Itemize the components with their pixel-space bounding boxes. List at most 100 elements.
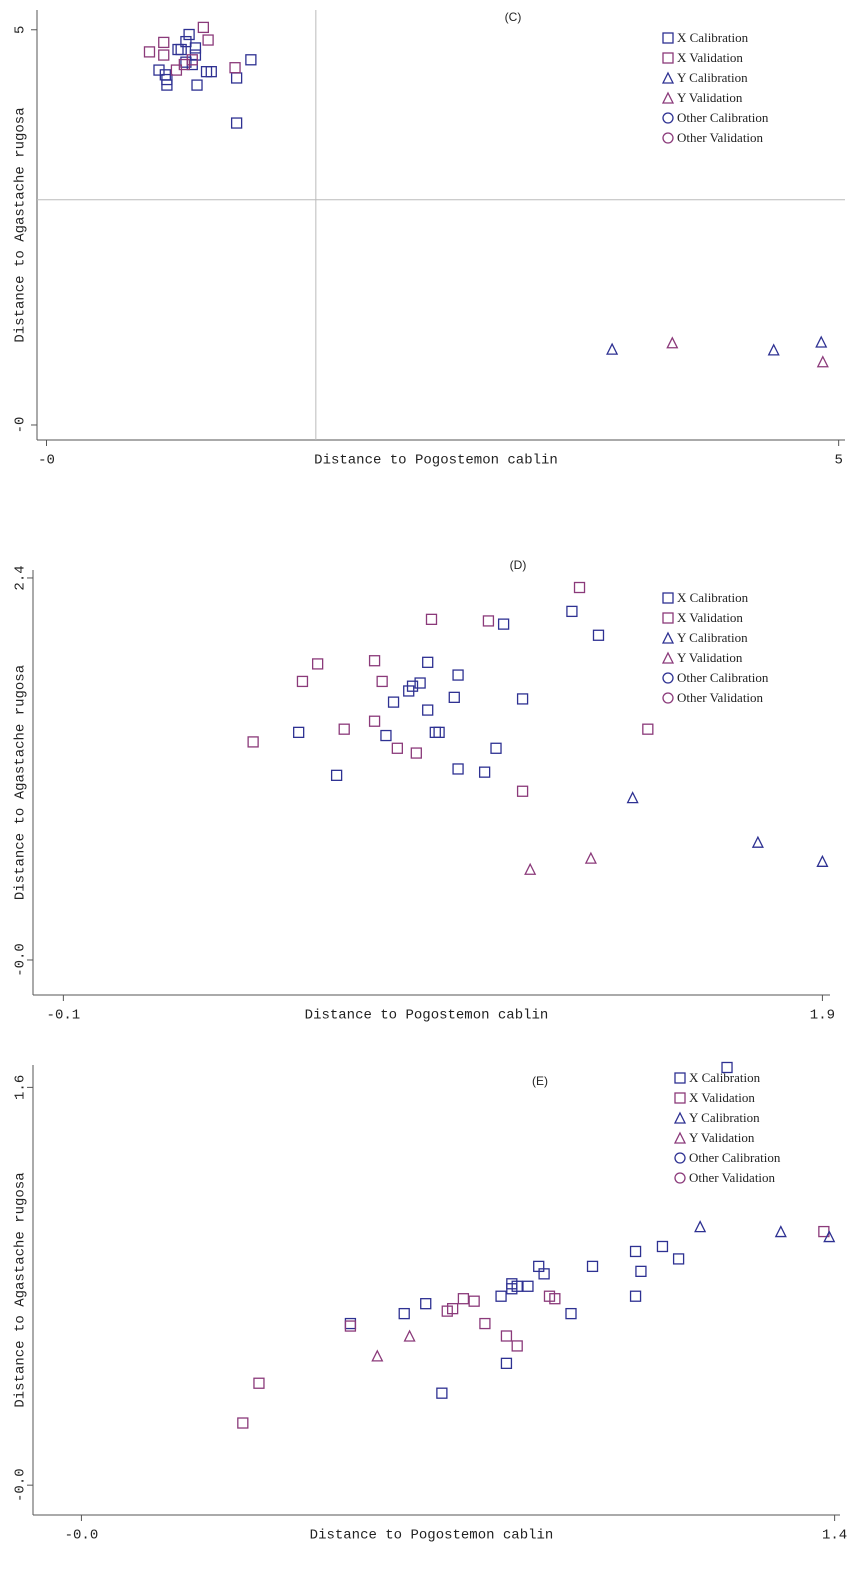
- point: [410, 747, 422, 759]
- point: [398, 1307, 410, 1320]
- point: [656, 1240, 669, 1253]
- point: [565, 1307, 577, 1320]
- point: [391, 742, 403, 754]
- y-axis-label: Distance to Agastache rugosa: [13, 665, 29, 900]
- point: [191, 79, 203, 91]
- y-tick-label: -0.0: [13, 1468, 29, 1502]
- legend-symbol: [674, 1092, 686, 1104]
- point: [549, 1293, 561, 1305]
- point: [751, 835, 764, 848]
- point: [774, 1225, 787, 1238]
- x-tick-label: 1.9: [810, 1008, 835, 1024]
- point: [311, 658, 324, 670]
- point: [330, 769, 343, 781]
- point: [482, 615, 495, 627]
- legend-label: Y Calibration: [677, 630, 748, 645]
- point: [511, 1340, 523, 1352]
- legend-label: Y Validation: [677, 90, 743, 105]
- legend-label: Other Calibration: [677, 670, 769, 685]
- y-axis-label: Distance to Agastache rugosa: [13, 107, 29, 342]
- legend-label: Other Validation: [677, 690, 764, 705]
- chart-title: (C): [505, 10, 522, 24]
- y-axis-label: Distance to Agastache rugosa: [13, 1172, 29, 1407]
- legend-label: Y Calibration: [689, 1110, 760, 1125]
- legend-label: Other Calibration: [677, 110, 769, 125]
- point: [522, 1280, 534, 1292]
- point: [414, 677, 426, 689]
- y-tick-label: 2.4: [13, 565, 29, 590]
- point: [296, 675, 309, 688]
- point: [566, 605, 578, 618]
- legend-label: X Validation: [677, 610, 743, 625]
- x-axis-label: Distance to Pogostemon cablin: [314, 453, 558, 469]
- legend-label: X Calibration: [677, 30, 749, 45]
- legend-symbol: [662, 132, 674, 144]
- point: [721, 1061, 733, 1074]
- point: [478, 766, 491, 778]
- point: [666, 336, 679, 349]
- point: [538, 1268, 550, 1280]
- point: [422, 704, 434, 716]
- point: [189, 42, 202, 54]
- point: [642, 723, 654, 735]
- chart-title: (D): [510, 558, 527, 572]
- point: [344, 1317, 357, 1330]
- y-tick-label: -0.0: [13, 943, 29, 977]
- point: [205, 66, 217, 78]
- point: [511, 1280, 523, 1292]
- point: [592, 629, 605, 641]
- point: [516, 785, 529, 797]
- point: [229, 62, 241, 74]
- legend-label: X Validation: [677, 50, 743, 65]
- point: [457, 1293, 470, 1305]
- point: [172, 43, 184, 56]
- point: [338, 723, 350, 735]
- legend-symbol: [662, 32, 674, 44]
- x-tick-label: -0.0: [65, 1528, 99, 1544]
- point: [425, 613, 438, 625]
- legend-label: X Validation: [689, 1090, 755, 1105]
- legend-symbol: [662, 592, 674, 604]
- point: [380, 729, 392, 742]
- point: [158, 36, 170, 49]
- point: [626, 791, 639, 804]
- legend-label: Other Validation: [677, 130, 764, 145]
- point: [816, 854, 829, 867]
- point: [446, 1302, 459, 1315]
- point: [186, 54, 198, 66]
- point: [452, 669, 464, 681]
- point: [823, 1230, 836, 1243]
- legend-symbol: [674, 1072, 686, 1084]
- point: [371, 1349, 384, 1362]
- point: [436, 1387, 448, 1399]
- legend-symbol: [662, 692, 674, 704]
- point: [452, 763, 464, 775]
- point: [376, 675, 388, 688]
- x-tick-label: -0: [38, 453, 55, 469]
- legend-label: Y Validation: [677, 650, 743, 665]
- point: [245, 54, 257, 66]
- legend-symbol: [674, 1172, 686, 1184]
- point: [230, 72, 243, 84]
- point: [344, 1320, 357, 1332]
- legend-label: X Calibration: [689, 1070, 761, 1085]
- point: [635, 1265, 647, 1278]
- y-tick-label: -0: [13, 417, 29, 434]
- point: [490, 742, 502, 754]
- legend-symbol: [662, 672, 674, 684]
- legend-symbol: [673, 1111, 687, 1124]
- legend-symbol: [661, 631, 675, 644]
- point: [247, 736, 259, 748]
- point: [143, 46, 156, 58]
- legend-label: Y Validation: [689, 1130, 755, 1145]
- x-axis-label: Distance to Pogostemon cablin: [305, 1008, 549, 1024]
- point: [816, 355, 829, 368]
- point: [497, 618, 510, 630]
- legend-symbol: [661, 71, 675, 84]
- point: [253, 1377, 265, 1389]
- point: [815, 335, 828, 348]
- point: [403, 1329, 416, 1342]
- x-tick-label: 5: [834, 453, 842, 469]
- point: [586, 1260, 599, 1273]
- point: [387, 696, 400, 708]
